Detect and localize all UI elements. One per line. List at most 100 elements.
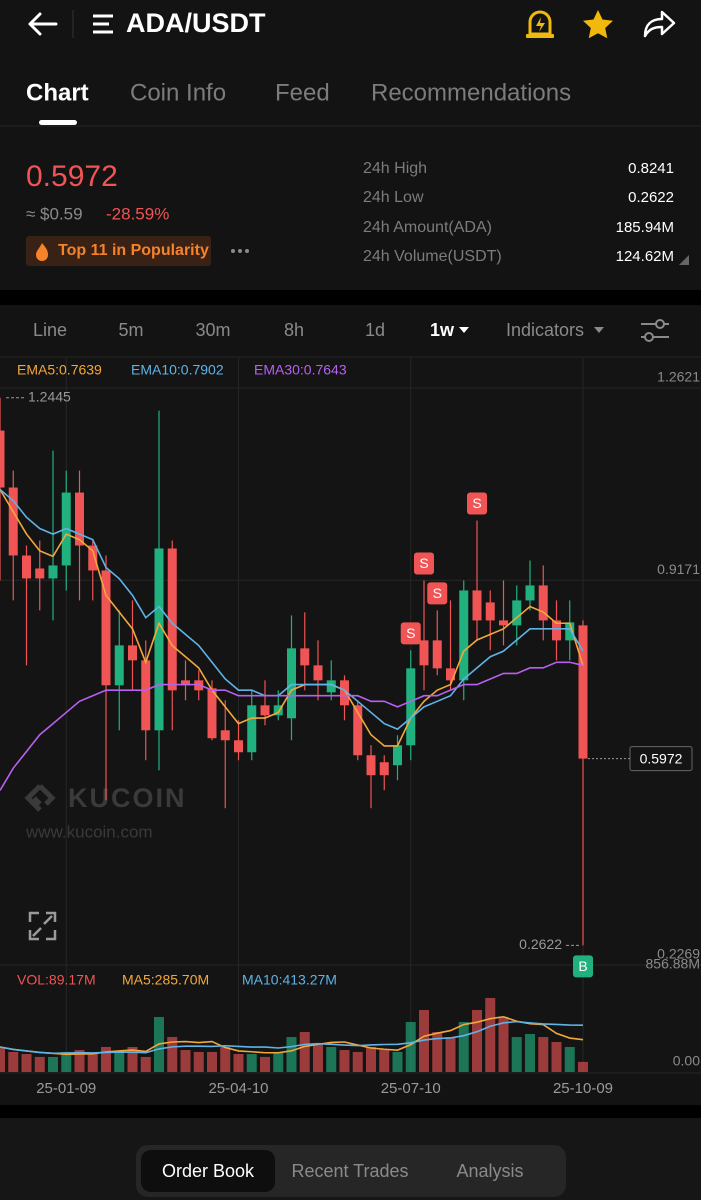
low-label: 0.2622 xyxy=(519,936,562,952)
candle-body xyxy=(300,648,310,666)
flame-icon xyxy=(36,243,48,261)
candle-body xyxy=(525,585,535,601)
menu-icon[interactable] xyxy=(93,14,113,34)
interval[interactable]: 30m xyxy=(195,320,230,340)
volume-bar xyxy=(366,1046,376,1072)
trade-marker-label: B xyxy=(578,958,587,974)
interval[interactable]: 5m xyxy=(118,320,143,340)
candle-body xyxy=(393,745,402,766)
bottom-tab[interactable]: Recent Trades xyxy=(291,1161,408,1181)
trade-marker-label: S xyxy=(472,495,481,511)
volume-bar xyxy=(127,1046,138,1072)
back-button[interactable] xyxy=(28,12,58,36)
interval-active[interactable]: 1w xyxy=(430,320,455,340)
trade-marker-label: S xyxy=(419,555,428,571)
bottom-tab[interactable]: Order Book xyxy=(162,1161,255,1181)
candle-body xyxy=(247,705,257,753)
candle-body xyxy=(154,548,164,731)
candle-body xyxy=(167,548,177,691)
volume-bar xyxy=(207,1051,217,1072)
volume-bar xyxy=(525,1033,535,1072)
stat-label: 24h High xyxy=(363,160,427,177)
volume-tick-label: 856.88M xyxy=(646,956,700,972)
volume-bar xyxy=(352,1051,363,1072)
candle-body xyxy=(432,640,442,669)
candle-body xyxy=(35,568,45,579)
volume-bar xyxy=(379,1050,390,1072)
dropdown-caret xyxy=(594,327,604,333)
candle-body xyxy=(485,602,495,621)
share-icon[interactable] xyxy=(643,10,676,38)
interval[interactable]: 8h xyxy=(284,320,304,340)
volume-bar xyxy=(34,1056,45,1072)
ema-line xyxy=(0,488,584,731)
usd-price: ≈ $0.59 xyxy=(26,204,83,223)
volume-bar xyxy=(578,1061,588,1072)
alert-icon[interactable] xyxy=(526,10,554,38)
tabs: Chart Coin Info Feed Recommendations xyxy=(0,79,701,127)
candle-body xyxy=(273,705,283,716)
volume-bar xyxy=(8,1051,19,1072)
more-icon[interactable] xyxy=(231,249,249,253)
popularity-badge[interactable] xyxy=(26,236,211,266)
volume-bar xyxy=(193,1051,204,1072)
x-tick-label: 25-01-09 xyxy=(36,1080,96,1097)
x-tick-label: 25-07-10 xyxy=(381,1080,441,1097)
trade-marker xyxy=(467,492,487,515)
interval[interactable]: Line xyxy=(33,320,67,340)
interval-bar: Line 5m 30m 8h 1d 1w Indicators xyxy=(33,319,669,342)
volume-bar xyxy=(564,1046,575,1072)
volume-bar xyxy=(167,1037,178,1072)
candle-body xyxy=(459,590,469,681)
y-tick-label: 0.9171 xyxy=(657,561,700,577)
indicators-button[interactable]: Indicators xyxy=(506,320,584,340)
candle-body xyxy=(552,620,561,641)
corner-icon xyxy=(679,255,689,265)
bottom-tab[interactable]: Analysis xyxy=(456,1161,523,1181)
volume-bar xyxy=(140,1056,151,1072)
candle-body xyxy=(114,645,124,686)
tab[interactable]: Chart xyxy=(26,79,89,106)
volume-bar xyxy=(61,1051,72,1072)
price-change: -28.59% xyxy=(106,204,169,223)
chart-background xyxy=(0,357,701,1073)
volume-bar xyxy=(0,1046,5,1072)
ema-legend: EMA30:0.7643 xyxy=(254,362,347,378)
candle-body xyxy=(340,680,349,706)
trade-marker xyxy=(573,955,593,978)
bottom-tab-active xyxy=(141,1150,275,1192)
candle-body xyxy=(538,585,548,621)
ema-legend: EMA5:0.7639 xyxy=(17,362,102,378)
settings-icon[interactable] xyxy=(641,319,669,342)
tab[interactable]: Feed xyxy=(275,79,330,106)
favorite-icon[interactable] xyxy=(583,10,613,39)
volume-bar xyxy=(180,1050,191,1072)
trade-marker-label: S xyxy=(433,585,442,601)
candle-body xyxy=(0,430,5,488)
interval[interactable]: 1d xyxy=(365,320,385,340)
candle-body xyxy=(326,680,336,693)
trade-marker xyxy=(427,582,448,605)
volume-bar xyxy=(246,1054,257,1072)
candle-body xyxy=(578,625,588,759)
y-tick-label: 0.2269 xyxy=(657,946,700,962)
candle-body xyxy=(499,620,508,626)
volume-bar xyxy=(392,1051,403,1072)
tab[interactable]: Coin Info xyxy=(130,79,226,106)
pair-title[interactable]: ADA/USDT xyxy=(126,8,266,38)
high-label: 1.2445 xyxy=(28,389,71,405)
candle-body xyxy=(101,570,111,686)
ma-legend: MA5:285.70M xyxy=(122,972,209,988)
volume-bar xyxy=(511,1037,522,1072)
candle-body xyxy=(287,648,296,719)
watermark-url: www.kucoin.com xyxy=(25,822,153,841)
fullscreen-icon[interactable] xyxy=(28,911,57,941)
dropdown-caret xyxy=(459,327,469,333)
stat-value: 124.62M xyxy=(616,248,674,265)
tab[interactable]: Recommendations xyxy=(371,79,571,106)
volume-bar xyxy=(299,1032,310,1072)
volume-bar xyxy=(405,1021,416,1072)
volume-bar xyxy=(551,1042,562,1072)
candle-body xyxy=(313,665,323,681)
ema-line xyxy=(0,489,584,747)
